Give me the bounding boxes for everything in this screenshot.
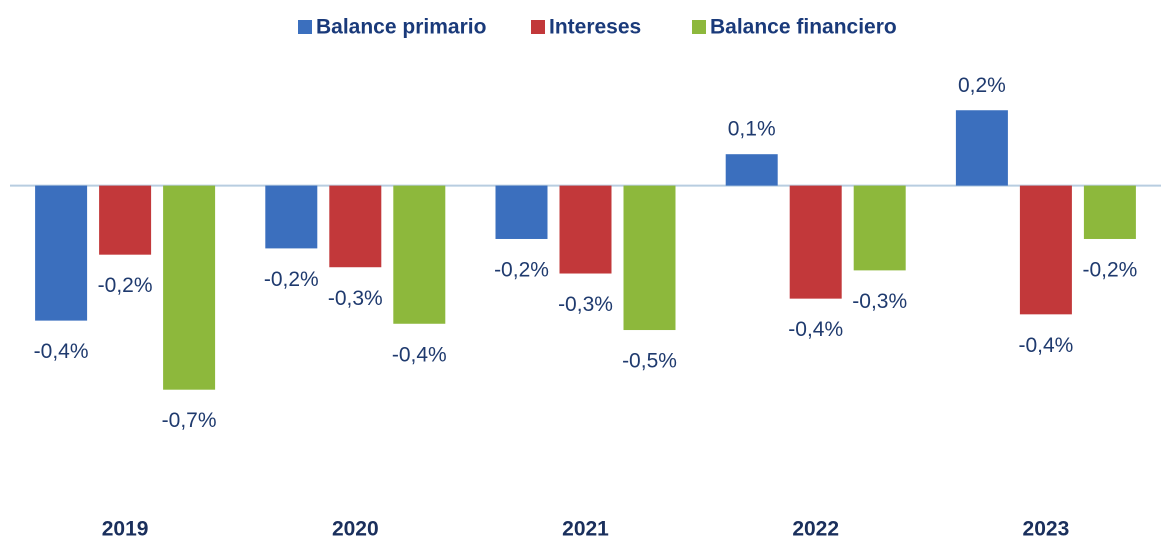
value-label: -0,3% xyxy=(852,290,907,313)
bar xyxy=(1083,185,1136,239)
bar xyxy=(559,185,612,274)
bar xyxy=(99,185,152,255)
legend-swatch xyxy=(298,20,312,34)
x-tick-label: 2020 xyxy=(332,518,379,541)
bar xyxy=(725,154,778,186)
bar xyxy=(495,185,548,239)
bar xyxy=(623,185,676,331)
legend-label: Intereses xyxy=(549,16,641,39)
legend-label: Balance primario xyxy=(316,16,486,39)
legend-label: Balance financiero xyxy=(710,16,897,39)
x-tick-label: 2021 xyxy=(562,518,609,541)
bar xyxy=(163,185,216,390)
value-label: -0,4% xyxy=(788,318,843,341)
value-label: -0,2% xyxy=(494,259,549,282)
bar xyxy=(35,185,88,321)
bar xyxy=(789,185,842,299)
value-label: -0,2% xyxy=(264,268,319,291)
bar xyxy=(853,185,906,271)
legend-swatch xyxy=(692,20,706,34)
bar xyxy=(265,185,318,249)
value-label: -0,2% xyxy=(98,274,153,297)
bar xyxy=(955,110,1008,186)
x-tick-label: 2023 xyxy=(1023,518,1070,541)
value-label: 0,1% xyxy=(728,118,776,141)
value-label: -0,2% xyxy=(1082,259,1137,282)
value-label: -0,4% xyxy=(1018,334,1073,357)
bar xyxy=(329,185,382,268)
value-label: 0,2% xyxy=(958,74,1006,97)
value-label: -0,7% xyxy=(162,409,217,432)
bar xyxy=(393,185,446,324)
bar xyxy=(1019,185,1072,315)
value-label: -0,4% xyxy=(392,343,447,366)
value-label: -0,3% xyxy=(328,287,383,310)
value-label: -0,4% xyxy=(34,340,89,363)
legend-swatch xyxy=(531,20,545,34)
x-tick-label: 2019 xyxy=(102,518,149,541)
x-tick-label: 2022 xyxy=(792,518,839,541)
value-label: -0,3% xyxy=(558,293,613,316)
value-label: -0,5% xyxy=(622,350,677,373)
